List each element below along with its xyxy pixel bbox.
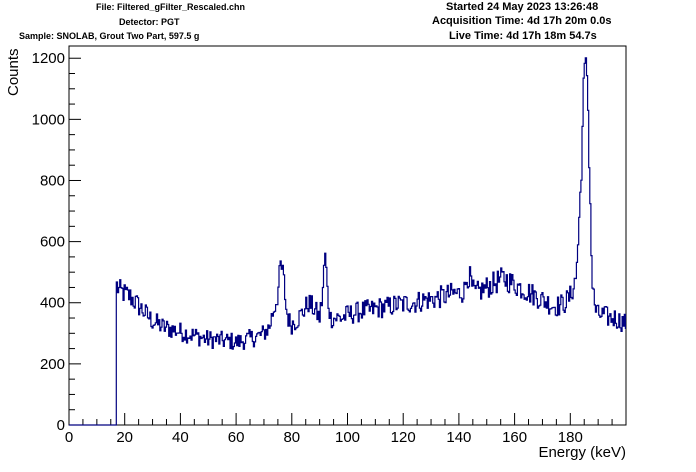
y-tick-label: 1200	[32, 50, 65, 67]
x-tick-label: 140	[446, 429, 471, 446]
x-tick-label: 0	[65, 429, 73, 446]
started-label: Started 24 May 2023 13:26:48	[446, 1, 599, 13]
x-axis-title: Energy (keV)	[538, 444, 626, 461]
y-tick-label: 0	[57, 417, 65, 434]
axis-ticks	[68, 57, 613, 426]
detector-label: Detector: PGT	[119, 17, 180, 27]
sample-label: Sample: SNOLAB, Grout Two Part, 597.5 g	[19, 31, 200, 41]
y-tick-label: 800	[40, 172, 65, 189]
x-tick-label: 60	[228, 429, 245, 446]
spectrum-line	[69, 57, 626, 426]
y-tick-label: 600	[40, 234, 65, 251]
x-tick-label: 100	[335, 429, 360, 446]
file-label: File: Filtered_gFilter_Rescaled.chn	[96, 2, 246, 12]
plot-frame	[68, 45, 627, 426]
y-tick-label: 200	[40, 356, 65, 373]
y-axis-title: Counts	[5, 48, 22, 96]
x-tick-label: 80	[283, 429, 300, 446]
acquisition-time-label: Acquisition Time: 4d 17h 20m 0.0s	[432, 15, 612, 27]
x-tick-label: 160	[502, 429, 527, 446]
x-tick-label: 180	[558, 429, 583, 446]
y-tick-label: 1000	[32, 111, 65, 128]
x-tick-label: 40	[172, 429, 189, 446]
axis-tick-labels: 0 20 40 60 80 100 120 140 160 180 0 200 400 600 800 100…	[32, 50, 583, 446]
x-tick-label: 20	[116, 429, 133, 446]
x-tick-label: 120	[391, 429, 416, 446]
live-time-label: Live Time: 4d 17h 18m 54.7s	[449, 30, 597, 42]
y-tick-label: 400	[40, 295, 65, 312]
